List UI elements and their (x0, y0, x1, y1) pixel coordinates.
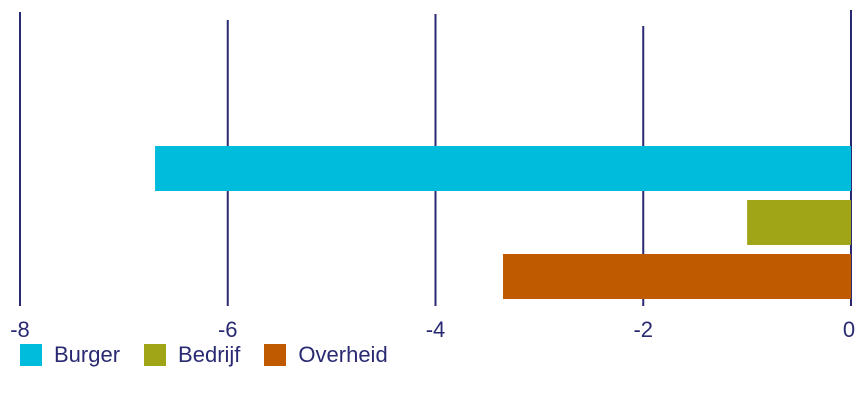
legend-swatch-overheid (264, 344, 287, 366)
legend-swatch-burger (20, 344, 42, 366)
legend-swatch-bedrijf (144, 344, 167, 366)
legend-item-overheid: Overheid (264, 342, 388, 368)
legend-label-burger: Burger (54, 342, 121, 367)
bars (155, 146, 852, 299)
x-tick-label: -4 (426, 317, 446, 340)
legend-label-bedrijf: Bedrijf (178, 342, 241, 367)
bar-overheid (503, 254, 851, 299)
legend: Burger Bedrijf Overheid (20, 342, 412, 368)
bar-bedrijf (747, 200, 851, 245)
chart: -8 -6 -4 -2 0 (10, 10, 855, 340)
legend-item-burger: Burger (20, 342, 120, 368)
x-axis-tick-labels: -8 -6 -4 -2 0 (10, 317, 855, 340)
legend-item-bedrijf: Bedrijf (144, 342, 240, 368)
bar-burger (155, 146, 852, 191)
x-tick-label: -6 (218, 317, 238, 340)
x-tick-label: 0 (843, 317, 855, 340)
x-tick-label: -2 (633, 317, 653, 340)
x-tick-label: -8 (10, 317, 30, 340)
legend-label-overheid: Overheid (298, 342, 388, 367)
